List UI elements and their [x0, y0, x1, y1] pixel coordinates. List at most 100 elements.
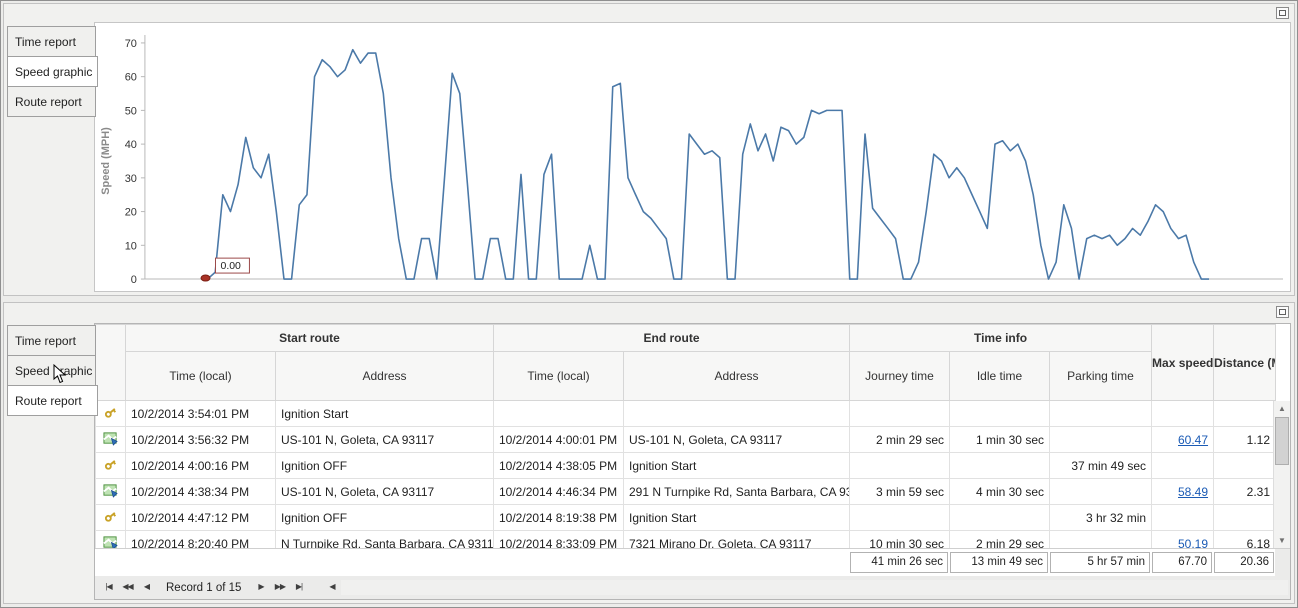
cell-distance [1213, 400, 1277, 427]
tab-speed-graphic-bottom[interactable]: Speed graphic [7, 355, 96, 386]
cell-start-address: Ignition Start [275, 400, 494, 427]
cell-distance: 1.12 [1213, 426, 1277, 453]
cell-distance [1213, 452, 1277, 479]
cell-journey-time [849, 504, 950, 531]
prev-record-button[interactable]: ◀ [143, 582, 150, 591]
column-header-end-address[interactable]: Address [623, 351, 850, 401]
cell-start-time: 10/2/2014 3:54:01 PM [125, 400, 276, 427]
prev-page-button[interactable]: ◀◀ [122, 582, 133, 591]
summary-row: 41 min 26 sec 13 min 49 sec 5 hr 57 min … [95, 549, 1275, 576]
column-header-max-speed[interactable]: Max speed (MPH) [1151, 324, 1215, 401]
cell-parking-time: 3 hr 32 min [1048, 504, 1153, 531]
route-map-icon [103, 431, 118, 446]
next-page-button[interactable]: ▶▶ [274, 582, 286, 591]
cell-parking-time: 37 min 49 sec [1048, 452, 1153, 479]
group-header-end-route[interactable]: End route [493, 324, 850, 352]
table-row[interactable]: 10/2/2014 3:54:01 PM Ignition Start [95, 400, 1277, 427]
top-tab-strip: Time report Speed graphic Route report [7, 26, 98, 117]
cell-end-address: Ignition Start [623, 504, 850, 531]
cell-end-time: 10/2/2014 8:19:38 PM [493, 504, 624, 531]
key-icon [104, 511, 117, 522]
key-icon-cell [95, 400, 126, 427]
speed-chart[interactable]: 0 10 20 30 40 50 60 70 Speed (MPH) 0.00 [94, 22, 1291, 292]
cell-end-time: 10/2/2014 4:38:05 PM [493, 452, 624, 479]
cell-start-address: US-101 N, Goleta, CA 93117 [275, 478, 494, 505]
tab-time-report-top[interactable]: Time report [7, 26, 96, 57]
cell-idle-time [949, 400, 1050, 427]
column-header-journey-time[interactable]: Journey time [849, 351, 950, 401]
table-row[interactable]: 10/2/2014 3:56:32 PM US-101 N, Goleta, CA… [95, 426, 1277, 453]
cell-journey-time: 3 min 59 sec [849, 478, 950, 505]
tab-route-report-top[interactable]: Route report [7, 86, 96, 117]
scroll-up-icon[interactable]: ▲ [1278, 404, 1286, 413]
table-row[interactable]: 10/2/2014 4:38:34 PM US-101 N, Goleta, CA… [95, 478, 1277, 505]
summary-parking-time: 5 hr 57 min [1050, 552, 1150, 573]
collapse-bottom-panel-button[interactable] [1276, 306, 1289, 318]
record-count-label: Record 1 of 15 [166, 581, 242, 594]
cell-max-speed: 60.47 [1151, 426, 1215, 453]
cell-journey-time: 2 min 29 sec [849, 426, 950, 453]
max-speed-link[interactable]: 60.47 [1178, 432, 1209, 447]
grid-footer: 41 min 26 sec 13 min 49 sec 5 hr 57 min … [95, 548, 1290, 599]
route-report-grid: Start route End route Time info Max spee… [94, 323, 1291, 600]
tab-route-report-bottom[interactable]: Route report [7, 385, 98, 416]
column-header-end-time[interactable]: Time (local) [493, 351, 624, 401]
scrollbar-thumb[interactable] [1275, 417, 1289, 465]
vertical-scrollbar[interactable]: ▲ ▼ [1273, 401, 1290, 548]
record-navigator: |◀ ◀◀ ◀ Record 1 of 15 ▶ ▶▶ ▶| ◀ [95, 576, 1290, 599]
svg-text:20: 20 [125, 207, 137, 219]
cell-start-address: US-101 N, Goleta, CA 93117 [275, 426, 494, 453]
last-record-button[interactable]: ▶| [295, 582, 303, 591]
cell-end-address: 291 N Turnpike Rd, Santa Barbara, CA 931… [623, 478, 850, 505]
column-header-start-time[interactable]: Time (local) [125, 351, 276, 401]
column-header-start-address[interactable]: Address [275, 351, 494, 401]
cell-parking-time [1048, 426, 1153, 453]
cell-start-time: 10/2/2014 3:56:32 PM [125, 426, 276, 453]
cell-max-speed [1151, 400, 1215, 427]
svg-text:40: 40 [125, 139, 137, 151]
key-icon-cell [95, 452, 126, 479]
svg-text:30: 30 [125, 173, 137, 185]
bottom-tab-strip: Time report Speed graphic Route report [7, 325, 98, 416]
cell-idle-time: 4 min 30 sec [949, 478, 1050, 505]
table-row[interactable]: 10/2/2014 4:47:12 PM Ignition OFF 10/2/201… [95, 504, 1277, 531]
svg-text:0: 0 [131, 274, 137, 286]
column-header-idle-time[interactable]: Idle time [949, 351, 1050, 401]
summary-idle-time: 13 min 49 sec [950, 552, 1048, 573]
tab-speed-graphic-top[interactable]: Speed graphic [7, 56, 98, 87]
cell-parking-time [1048, 400, 1153, 427]
hscroll-left-button[interactable]: ◀ [329, 582, 335, 591]
cell-idle-time [949, 452, 1050, 479]
group-header-start-route[interactable]: Start route [125, 324, 494, 352]
svg-text:60: 60 [125, 72, 137, 84]
route-report-panel: Time report Speed graphic Route report S… [3, 302, 1295, 604]
svg-text:10: 10 [125, 240, 137, 252]
cell-end-time: 10/2/2014 4:46:34 PM [493, 478, 624, 505]
grid-body: 10/2/2014 3:54:01 PM Ignition Start 10/2/2… [95, 400, 1277, 557]
max-speed-link[interactable]: 58.49 [1178, 484, 1209, 499]
group-header-time-info[interactable]: Time info [848, 324, 1153, 352]
table-row[interactable]: 10/2/2014 4:00:16 PM Ignition OFF 10/2/201… [95, 452, 1277, 479]
cell-start-time: 10/2/2014 4:47:12 PM [125, 504, 276, 531]
cell-journey-time [849, 452, 950, 479]
cell-idle-time: 1 min 30 sec [949, 426, 1050, 453]
cell-idle-time [949, 504, 1050, 531]
max-speed-link[interactable]: 50.19 [1178, 536, 1209, 551]
route-icon-cell [95, 426, 126, 453]
horizontal-scrollbar[interactable] [341, 580, 1288, 595]
tab-time-report-bottom[interactable]: Time report [7, 325, 96, 356]
svg-text:70: 70 [125, 38, 137, 50]
cell-end-address: US-101 N, Goleta, CA 93117 [623, 426, 850, 453]
cell-parking-time [1048, 478, 1153, 505]
next-record-button[interactable]: ▶ [258, 582, 264, 591]
column-header-parking-time[interactable]: Parking time [1048, 351, 1153, 401]
route-icon-cell [95, 478, 126, 505]
svg-text:0.00: 0.00 [220, 261, 241, 272]
collapse-top-panel-button[interactable] [1276, 7, 1289, 19]
scroll-down-icon[interactable]: ▼ [1278, 536, 1286, 545]
route-table: Start route End route Time info Max spee… [95, 324, 1277, 557]
first-record-button[interactable]: |◀ [105, 582, 112, 591]
cell-distance: 2.31 [1213, 478, 1277, 505]
route-map-icon [103, 535, 118, 550]
column-header-distance[interactable]: Distance (Miles) [1213, 324, 1277, 401]
